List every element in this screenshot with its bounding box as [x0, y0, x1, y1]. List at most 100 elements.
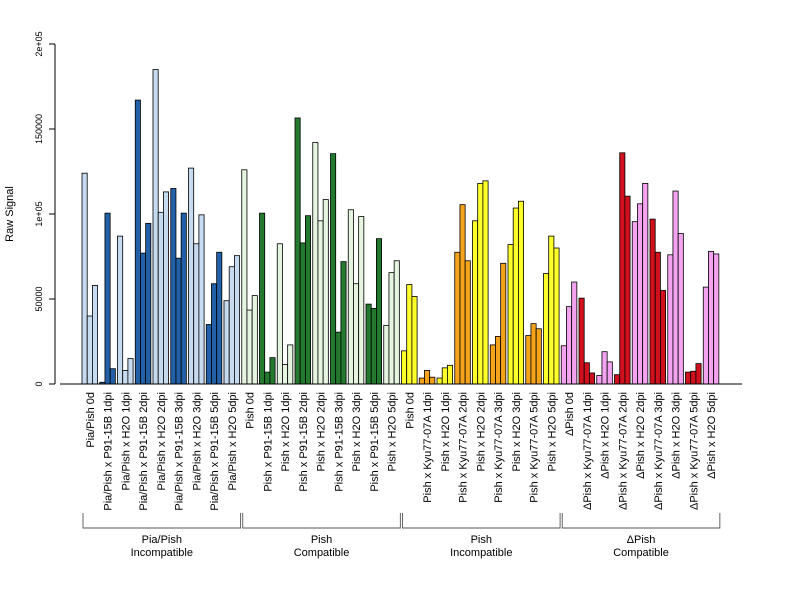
bar — [548, 235, 555, 385]
bar — [140, 252, 147, 385]
group-bracket — [82, 513, 242, 529]
y-tick-label: 0 — [34, 381, 44, 386]
bar — [347, 209, 354, 385]
bar — [198, 214, 205, 385]
bar — [241, 169, 248, 385]
bar — [304, 215, 311, 385]
y-axis: 0 50000 1e+05 150000 2e+05 — [34, 31, 56, 387]
bar — [312, 142, 319, 385]
x-tick-label: Pia/Pish x P91-15B 1dpi — [103, 392, 115, 511]
bar — [358, 216, 365, 385]
y-tick-label: 1e+05 — [34, 201, 44, 226]
x-tick-label: Pish x P91-15B 2dpi — [298, 392, 310, 492]
bar — [299, 242, 306, 385]
bar — [259, 212, 266, 385]
bar — [578, 297, 585, 385]
bar — [695, 363, 702, 385]
bar — [188, 167, 195, 385]
bar — [571, 281, 578, 385]
x-tick-label: ΔPish x H2O 5dpi — [706, 392, 718, 479]
x-tick-label: Pish x P91-15B 5dpi — [369, 392, 381, 492]
x-tick-label: Pish x H2O 5dpi — [546, 392, 558, 471]
bar — [424, 369, 431, 385]
bar — [606, 361, 613, 385]
bar — [619, 152, 626, 385]
bar — [677, 233, 684, 385]
x-tick-label: ΔPish x Kyu77-07A 2dpi — [617, 392, 629, 510]
bar — [287, 344, 294, 385]
bar — [388, 272, 395, 385]
x-tick-label: Pish x P91-15B 3dpi — [333, 392, 345, 492]
x-tick-label: Pish x H2O 3dpi — [511, 392, 523, 471]
bar — [109, 368, 116, 385]
bar — [512, 207, 519, 385]
x-tick-label: Pish x H2O 1dpi — [440, 392, 452, 471]
x-tick-label: Pish 0d — [404, 392, 416, 429]
bar — [365, 303, 372, 385]
bar — [170, 188, 177, 385]
y-tick-label: 2e+05 — [34, 31, 44, 56]
bar — [134, 99, 141, 385]
x-tick-label: Pish x Kyu77-07A 1dpi — [422, 392, 434, 503]
y-tick-label: 50000 — [34, 286, 44, 311]
bar — [175, 257, 182, 385]
bar — [436, 377, 443, 385]
bar — [216, 251, 223, 385]
bar — [233, 255, 240, 385]
x-tick-label: Pish 0d — [245, 392, 257, 429]
bar — [624, 195, 631, 385]
bar — [614, 374, 621, 385]
bar — [637, 203, 644, 385]
bar — [317, 220, 324, 385]
bar — [411, 296, 418, 385]
bar — [104, 212, 111, 385]
bar — [446, 364, 453, 385]
x-tick-label: Pia/Pish x H2O 1dpi — [120, 392, 132, 490]
bar — [157, 211, 164, 385]
bar — [472, 220, 479, 385]
bar — [500, 262, 507, 385]
bar — [86, 315, 93, 385]
x-tick-labels: Pia/Pish 0d Pia/Pish x P91-15B 1dpi Pia/Pi… — [85, 392, 718, 511]
bar — [589, 372, 596, 385]
bar — [667, 254, 674, 385]
bar — [553, 247, 560, 385]
bar — [330, 153, 337, 385]
bar — [560, 345, 567, 385]
bar — [152, 69, 159, 385]
y-axis-label: Raw Signal — [4, 186, 16, 242]
bar — [583, 362, 590, 385]
group-label-line1: Pia/Pish — [142, 534, 182, 546]
bar — [690, 370, 697, 385]
bar — [162, 191, 169, 385]
bar — [713, 253, 720, 385]
x-tick-label: Pia/Pish x H2O 3dpi — [191, 392, 203, 490]
bar — [507, 244, 514, 385]
x-tick-label: ΔPish x Kyu77-07A 5dpi — [688, 392, 700, 510]
x-tick-label: Pia/Pish x H2O 5dpi — [227, 392, 239, 490]
bar — [264, 371, 271, 385]
bar — [92, 284, 99, 385]
bar — [601, 351, 608, 385]
x-tick-label: Pia/Pish x P91-15B 2dpi — [138, 392, 150, 511]
bar — [535, 328, 542, 385]
x-tick-label: Pish x Kyu77-07A 3dpi — [493, 392, 505, 503]
x-tick-label: Pish x H2O 1dpi — [280, 392, 292, 471]
bar — [459, 204, 466, 385]
y-tick-label: 150000 — [34, 114, 44, 144]
bar — [322, 199, 329, 385]
group-bracket — [402, 513, 561, 529]
group-brackets: Pia/PishIncompatiblePishCompatiblePishIn… — [82, 513, 721, 559]
group-label-line2: Compatible — [613, 547, 669, 559]
bar — [477, 182, 484, 385]
bar — [518, 200, 525, 385]
bar — [530, 323, 537, 385]
group-label-line1: Pish — [311, 534, 332, 546]
bar — [340, 261, 347, 385]
bar — [672, 190, 679, 385]
x-tick-label: Pish x H2O 2dpi — [475, 392, 487, 471]
x-tick-label: ΔPish x H2O 1dpi — [600, 392, 612, 479]
bar — [401, 350, 408, 385]
x-tick-label: Pish x P91-15B 1dpi — [262, 392, 274, 492]
